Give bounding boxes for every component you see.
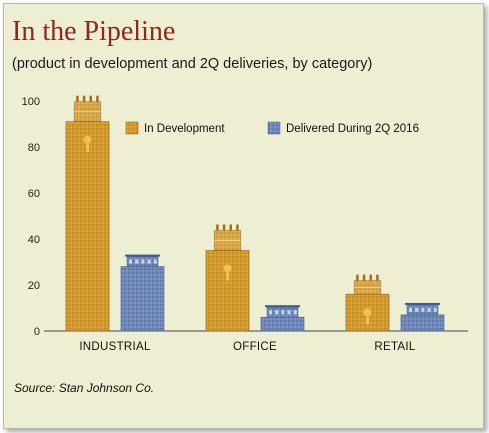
- bar-delivered: [400, 314, 445, 332]
- source-note: Source: Stan Johnson Co.: [14, 381, 155, 395]
- legend-swatch-in-development: [125, 121, 139, 135]
- bar-in-development: [205, 250, 250, 332]
- finished-building-icon: [265, 305, 300, 318]
- category-label: OFFICE: [233, 341, 277, 353]
- y-tick-label: 40: [28, 234, 40, 246]
- y-tick-label: 20: [28, 280, 40, 292]
- construction-building-icon: [213, 224, 242, 281]
- chart-title: In the Pipeline: [12, 16, 176, 47]
- finished-building-icon: [125, 254, 160, 267]
- construction-building-icon: [353, 274, 382, 325]
- bar-delivered: [260, 316, 305, 332]
- chart-subtitle: (product in development and 2Q deliverie…: [12, 56, 373, 72]
- category-label: INDUSTRIAL: [79, 341, 151, 353]
- construction-building-icon: [73, 95, 102, 152]
- legend-label-delivered: Delivered During 2Q 2016: [286, 123, 419, 135]
- bar-in-development: [65, 121, 110, 332]
- y-tick-label: 0: [34, 326, 40, 338]
- bar-delivered: [120, 266, 165, 332]
- legend-swatch-delivered: [267, 121, 281, 135]
- y-tick-label: 80: [28, 142, 40, 154]
- legend-label-in-development: In Development: [144, 123, 225, 135]
- legend: In Development Delivered During 2Q 2016: [125, 121, 419, 135]
- y-tick-label: 60: [28, 188, 40, 200]
- y-tick-label: 100: [22, 96, 40, 108]
- category-label: RETAIL: [374, 341, 416, 353]
- finished-building-icon: [405, 302, 440, 316]
